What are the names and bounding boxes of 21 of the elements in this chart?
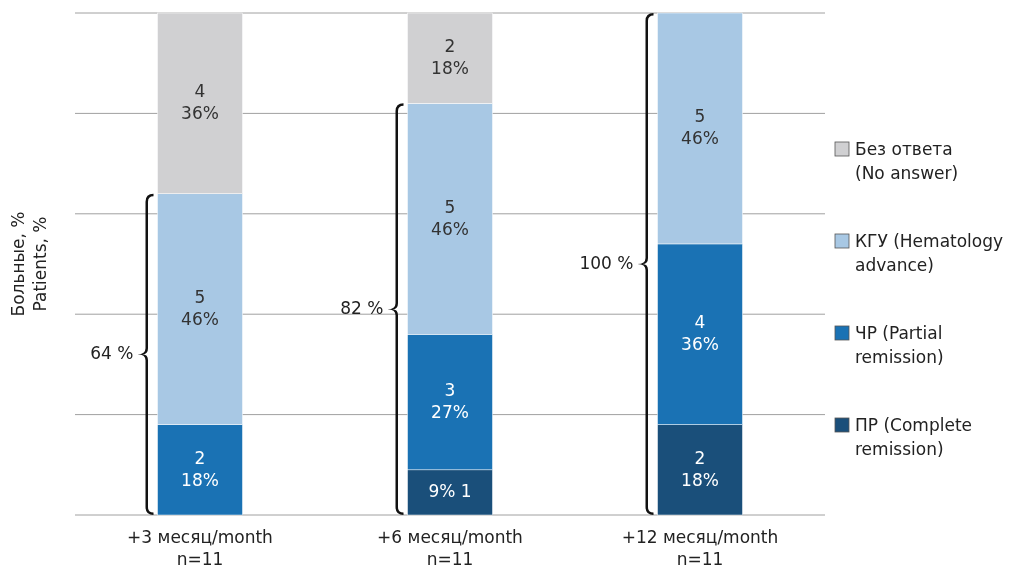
legend-label: КГУ (Hematology advance) bbox=[855, 231, 1004, 275]
annotation: 100 % bbox=[579, 253, 634, 273]
y-axis-title: Больные, % Patients, % bbox=[8, 211, 50, 317]
data-label: 5 46% bbox=[681, 106, 719, 149]
x-tick-label: +12 месяц/month n=11 bbox=[621, 527, 779, 569]
data-label: 4 36% bbox=[181, 81, 219, 124]
data-label: 2 18% bbox=[181, 447, 219, 490]
annotation: 82 % bbox=[340, 298, 384, 319]
data-label: 2 18% bbox=[431, 36, 469, 79]
data-label: 3 27% bbox=[431, 380, 469, 423]
data-label: 4 36% bbox=[681, 312, 719, 355]
annotation: 64 % bbox=[90, 343, 134, 364]
x-tick-label: +3 месяц/month n=11 bbox=[127, 527, 273, 569]
data-label: 9% 1 bbox=[428, 481, 472, 502]
data-label: 2 18% bbox=[681, 447, 719, 490]
legend-label: Без ответа (No answer) bbox=[855, 139, 959, 183]
legend-label: ЧР (Partial remission) bbox=[855, 323, 944, 367]
x-tick-label: +6 месяц/month n=11 bbox=[377, 527, 523, 569]
data-label: 5 46% bbox=[431, 196, 469, 239]
data-label: 5 46% bbox=[181, 287, 219, 330]
legend-label: ПР (Complete remission) bbox=[855, 415, 972, 459]
